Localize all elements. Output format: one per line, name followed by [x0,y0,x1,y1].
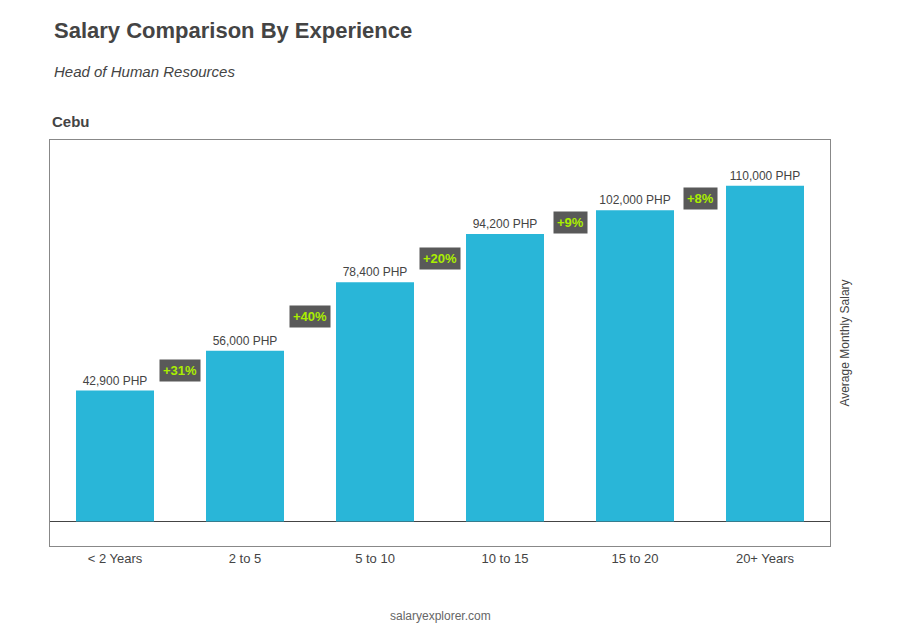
svg-text:42,900 PHP: 42,900 PHP [83,374,148,388]
svg-text:94,200 PHP: 94,200 PHP [473,217,538,231]
svg-text:5 to 10: 5 to 10 [355,551,395,566]
svg-text:+20%: +20% [423,251,457,266]
svg-text:Salary Comparison By Experienc: Salary Comparison By Experience [54,18,412,43]
svg-text:20+ Years: 20+ Years [736,551,795,566]
svg-text:78,400 PHP: 78,400 PHP [343,265,408,279]
svg-text:< 2 Years: < 2 Years [88,551,143,566]
svg-text:Head of Human Resources: Head of Human Resources [54,63,235,80]
svg-text:102,000 PHP: 102,000 PHP [599,193,670,207]
svg-text:15 to 20: 15 to 20 [612,551,659,566]
svg-text:salaryexplorer.com: salaryexplorer.com [390,609,491,623]
svg-text:Cebu: Cebu [52,113,90,130]
svg-text:Average Monthly Salary: Average Monthly Salary [838,279,852,406]
svg-text:+31%: +31% [163,363,197,378]
svg-text:56,000 PHP: 56,000 PHP [213,334,278,348]
svg-text:+9%: +9% [557,215,584,230]
svg-text:2 to 5: 2 to 5 [229,551,262,566]
svg-text:110,000 PHP: 110,000 PHP [730,169,801,183]
svg-text:+8%: +8% [687,191,714,206]
svg-text:10 to 15: 10 to 15 [482,551,529,566]
svg-text:+40%: +40% [293,309,327,324]
